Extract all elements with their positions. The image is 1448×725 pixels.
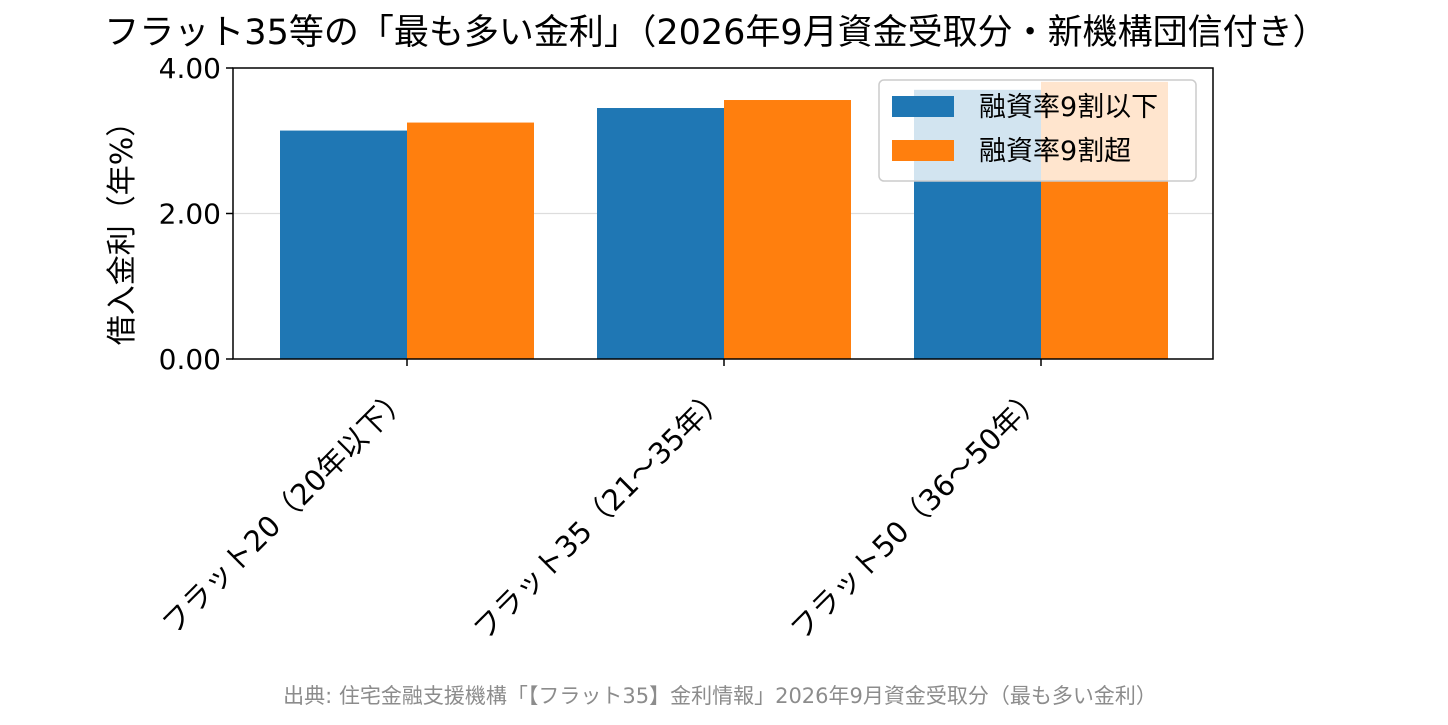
x-tick-label: フラット35（21〜35年） [467,380,733,646]
chart-title: フラット35等の「最も多い金利」（2026年9月資金受取分・新機構団信付き） [104,13,1327,53]
bar-2-1 [407,122,534,359]
bar-2-2 [724,100,851,359]
x-tick-label: フラット50（36〜50年） [784,380,1050,646]
source-note: 出典: 住宅金融支援機構「【フラット35】金利情報」2026年9月資金受取分（最… [283,684,1157,708]
y-axis-label: 借入金利（年%） [105,107,140,346]
legend-label: 融資率9割超 [979,136,1131,167]
legend-swatch [892,140,954,161]
bars [280,81,1168,359]
bar-1-1 [280,130,407,359]
y-tick-label: 2.00 [159,198,221,231]
y-tick-label: 4.00 [159,52,221,85]
y-tick-label: 0.00 [159,343,221,376]
x-tick-label: フラット20（20年以下） [155,380,416,641]
x-axis: フラット20（20年以下） フラット35（21〜35年） フラット50（36〜50年… [155,359,1050,646]
y-axis: 0.00 2.00 4.00 [159,52,233,376]
bar-1-2 [597,108,724,359]
legend-label: 融資率9割以下 [979,92,1158,123]
legend-swatch [892,96,954,117]
legend-box [878,79,1197,182]
